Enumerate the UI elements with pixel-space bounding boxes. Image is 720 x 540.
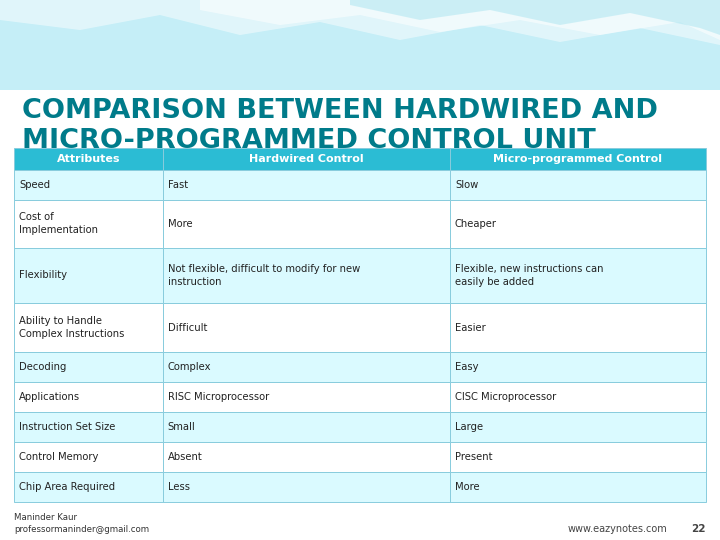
Bar	[163, 472, 450, 502]
Text: Not flexible, difficult to modify for new
instruction: Not flexible, difficult to modify for ne…	[168, 264, 360, 287]
Bar	[450, 148, 706, 170]
Bar	[163, 353, 450, 382]
Bar	[14, 200, 163, 248]
Text: 22: 22	[691, 524, 706, 534]
Text: Attributes: Attributes	[57, 154, 120, 164]
Bar	[450, 248, 706, 303]
Polygon shape	[200, 0, 720, 40]
Bar	[14, 472, 163, 502]
Bar	[450, 303, 706, 353]
Text: Speed: Speed	[19, 180, 50, 190]
Bar	[14, 303, 163, 353]
Text: Cost of
Implementation: Cost of Implementation	[19, 212, 98, 235]
Bar	[450, 170, 706, 200]
Text: Absent: Absent	[168, 452, 202, 462]
Text: Instruction Set Size: Instruction Set Size	[19, 422, 115, 432]
Bar	[163, 200, 450, 248]
Text: Decoding: Decoding	[19, 362, 66, 373]
Bar	[163, 442, 450, 472]
Text: Chip Area Required: Chip Area Required	[19, 482, 115, 492]
Text: www.eazynotes.com: www.eazynotes.com	[568, 524, 667, 534]
Text: Difficult: Difficult	[168, 323, 207, 333]
Bar	[450, 353, 706, 382]
Bar	[14, 148, 163, 170]
Text: CISC Microprocessor: CISC Microprocessor	[455, 393, 557, 402]
Text: Ability to Handle
Complex Instructions: Ability to Handle Complex Instructions	[19, 316, 125, 339]
Text: Maninder Kaur
professormaninder@gmail.com: Maninder Kaur professormaninder@gmail.co…	[14, 512, 149, 534]
Text: Present: Present	[455, 452, 492, 462]
Text: Large: Large	[455, 422, 483, 432]
Bar	[14, 382, 163, 412]
Text: Less: Less	[168, 482, 190, 492]
Bar	[14, 442, 163, 472]
Bar	[163, 412, 450, 442]
Text: Applications: Applications	[19, 393, 80, 402]
Text: RISC Microprocessor: RISC Microprocessor	[168, 393, 269, 402]
Bar	[14, 412, 163, 442]
Bar	[163, 248, 450, 303]
Text: Complex: Complex	[168, 362, 211, 373]
Text: MICRO-PROGRAMMED CONTROL UNIT: MICRO-PROGRAMMED CONTROL UNIT	[22, 128, 595, 154]
Polygon shape	[350, 0, 720, 35]
Text: Slow: Slow	[455, 180, 478, 190]
Bar	[163, 303, 450, 353]
Bar	[14, 170, 163, 200]
Text: Fast: Fast	[168, 180, 188, 190]
Bar	[14, 248, 163, 303]
Bar	[14, 353, 163, 382]
Bar	[163, 148, 450, 170]
Text: Cheaper: Cheaper	[455, 219, 497, 229]
Text: COMPARISON BETWEEN HARDWIRED AND: COMPARISON BETWEEN HARDWIRED AND	[22, 98, 658, 124]
Text: Control Memory: Control Memory	[19, 452, 99, 462]
Bar	[163, 382, 450, 412]
Text: More: More	[455, 482, 480, 492]
Bar	[450, 412, 706, 442]
Text: Flexibility: Flexibility	[19, 271, 67, 280]
Bar	[163, 170, 450, 200]
Text: Easy: Easy	[455, 362, 479, 373]
Text: More: More	[168, 219, 192, 229]
Text: Flexible, new instructions can
easily be added: Flexible, new instructions can easily be…	[455, 264, 603, 287]
Text: Easier: Easier	[455, 323, 486, 333]
Bar	[450, 200, 706, 248]
Polygon shape	[0, 0, 720, 45]
Bar	[450, 472, 706, 502]
Bar	[0, 0, 720, 90]
Text: Micro-programmed Control: Micro-programmed Control	[493, 154, 662, 164]
Text: Hardwired Control: Hardwired Control	[249, 154, 364, 164]
Bar	[450, 442, 706, 472]
Bar	[450, 382, 706, 412]
Text: Small: Small	[168, 422, 196, 432]
